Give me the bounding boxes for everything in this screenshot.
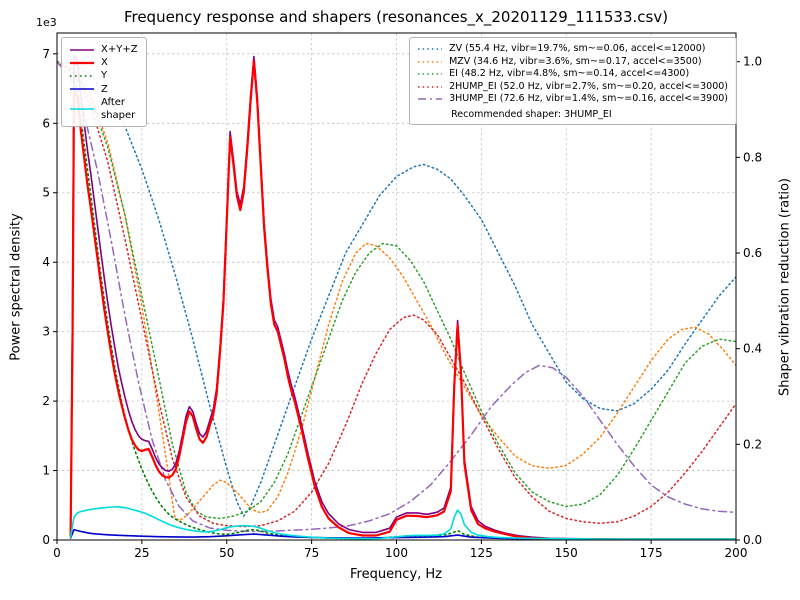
- shaper-legend-entry: MZV (34.6 Hz, vibr=3.6%, sm~=0.17, accel…: [417, 56, 728, 69]
- y-left-tick-label: 6: [42, 116, 50, 130]
- psd-legend: X+Y+Z X Y Z After shaper: [61, 37, 147, 128]
- series-x: [69, 59, 736, 540]
- legend-label: X: [101, 57, 108, 69]
- legend-label: MZV (34.6 Hz, vibr=3.6%, sm~=0.17, accel…: [449, 55, 702, 67]
- series-z: [69, 528, 736, 540]
- tick-group: 0 25 50 75 100 125 150 175 200 0 1 2 3 4 5 6 7 0.0 0.2 0.4 0…: [42, 47, 762, 560]
- series-3hump-ei: [57, 60, 736, 533]
- legend-label: EI (48.2 Hz, vibr=4.8%, sm~=0.14, accel<…: [449, 68, 690, 80]
- y-axis-left-label: Power spectral density: [8, 213, 24, 361]
- series-group: [57, 54, 736, 540]
- y-right-tick-label: 1.0: [743, 55, 762, 69]
- legend-line-sample: [70, 108, 94, 110]
- psd-legend-entry: After shaper: [69, 96, 138, 122]
- chart-title: Frequency response and shapers (resonanc…: [123, 8, 669, 26]
- x-tick-label: 200: [725, 546, 748, 560]
- legend-label: Z: [101, 83, 108, 95]
- y-left-tick-label: 3: [42, 325, 50, 339]
- psd-legend-entry: X: [69, 56, 138, 69]
- series-ei: [57, 60, 736, 520]
- legend-line-sample: [70, 88, 94, 90]
- x-tick-label: 125: [470, 546, 493, 560]
- y-left-tick-label: 2: [42, 394, 50, 408]
- legend-line-sample: [418, 48, 443, 51]
- x-tick-label: 75: [304, 546, 319, 560]
- y-left-tick-label: 4: [42, 255, 50, 269]
- y-right-tick-label: 0.0: [743, 533, 762, 547]
- legend-line-sample: [418, 61, 443, 63]
- legend-line-sample: [70, 48, 94, 51]
- legend-line-sample: [418, 98, 443, 101]
- y-left-tick-label: 1: [42, 464, 50, 478]
- x-tick-label: 25: [134, 546, 149, 560]
- y-left-tick-label: 5: [42, 186, 50, 200]
- series-mzv: [57, 60, 736, 522]
- y-left-tick-label: 0: [42, 533, 50, 547]
- legend-label: X+Y+Z: [101, 44, 138, 55]
- psd-legend-entry: X+Y+Z: [69, 43, 138, 56]
- shaper-legend-entry: 2HUMP_EI (52.0 Hz, vibr=2.7%, sm~=0.20, …: [417, 81, 728, 94]
- y-right-tick-label: 0.6: [743, 246, 762, 260]
- shaper-legend-entry: 3HUMP_EI (72.6 Hz, vibr=1.4%, sm~=0.16, …: [417, 93, 728, 106]
- legend-line-sample: [70, 61, 94, 64]
- legend-line-sample: [70, 75, 94, 77]
- x-tick-label: 150: [555, 546, 578, 560]
- x-tick-label: 50: [219, 546, 234, 560]
- shaper-legend-entry: ZV (55.4 Hz, vibr=19.7%, sm~=0.06, accel…: [417, 43, 728, 56]
- legend-label: Y: [101, 70, 108, 82]
- series-y: [69, 79, 736, 540]
- legend-label: 3HUMP_EI (72.6 Hz, vibr=1.4%, sm~=0.16, …: [449, 93, 728, 105]
- series-2hump-ei: [57, 60, 736, 528]
- legend-label: ZV (55.4 Hz, vibr=19.7%, sm~=0.06, accel…: [449, 43, 706, 54]
- x-tick-label: 100: [385, 546, 408, 560]
- legend-line-sample: [418, 73, 443, 76]
- legend-label: 2HUMP_EI (52.0 Hz, vibr=2.7%, sm~=0.20, …: [449, 80, 728, 92]
- legend-label: After shaper: [101, 96, 136, 121]
- recommended-shaper-note: Recommended shaper: 3HUMP_EI: [451, 108, 612, 120]
- x-tick-label: 0: [53, 546, 61, 560]
- psd-legend-entry: Z: [69, 83, 138, 96]
- x-tick-label: 175: [640, 546, 663, 560]
- series-zv: [57, 60, 736, 517]
- shaper-legend-entry: EI (48.2 Hz, vibr=4.8%, sm~=0.14, accel<…: [417, 68, 728, 81]
- x-axis-label: Frequency, Hz: [349, 567, 443, 582]
- y-axis-offset-text: 1e3: [36, 16, 57, 29]
- y-axis-right-label: Shaper vibration reduction (ratio): [777, 178, 793, 396]
- shaper-legend: ZV (55.4 Hz, vibr=19.7%, sm~=0.06, accel…: [409, 37, 737, 125]
- legend-line-sample: [418, 86, 443, 88]
- y-right-tick-label: 0.2: [743, 437, 762, 451]
- y-left-tick-label: 7: [42, 47, 50, 61]
- psd-legend-entry: Y: [69, 69, 138, 82]
- y-right-tick-label: 0.4: [743, 342, 762, 356]
- y-right-tick-label: 0.8: [743, 150, 762, 164]
- series-after-shaper: [69, 505, 736, 540]
